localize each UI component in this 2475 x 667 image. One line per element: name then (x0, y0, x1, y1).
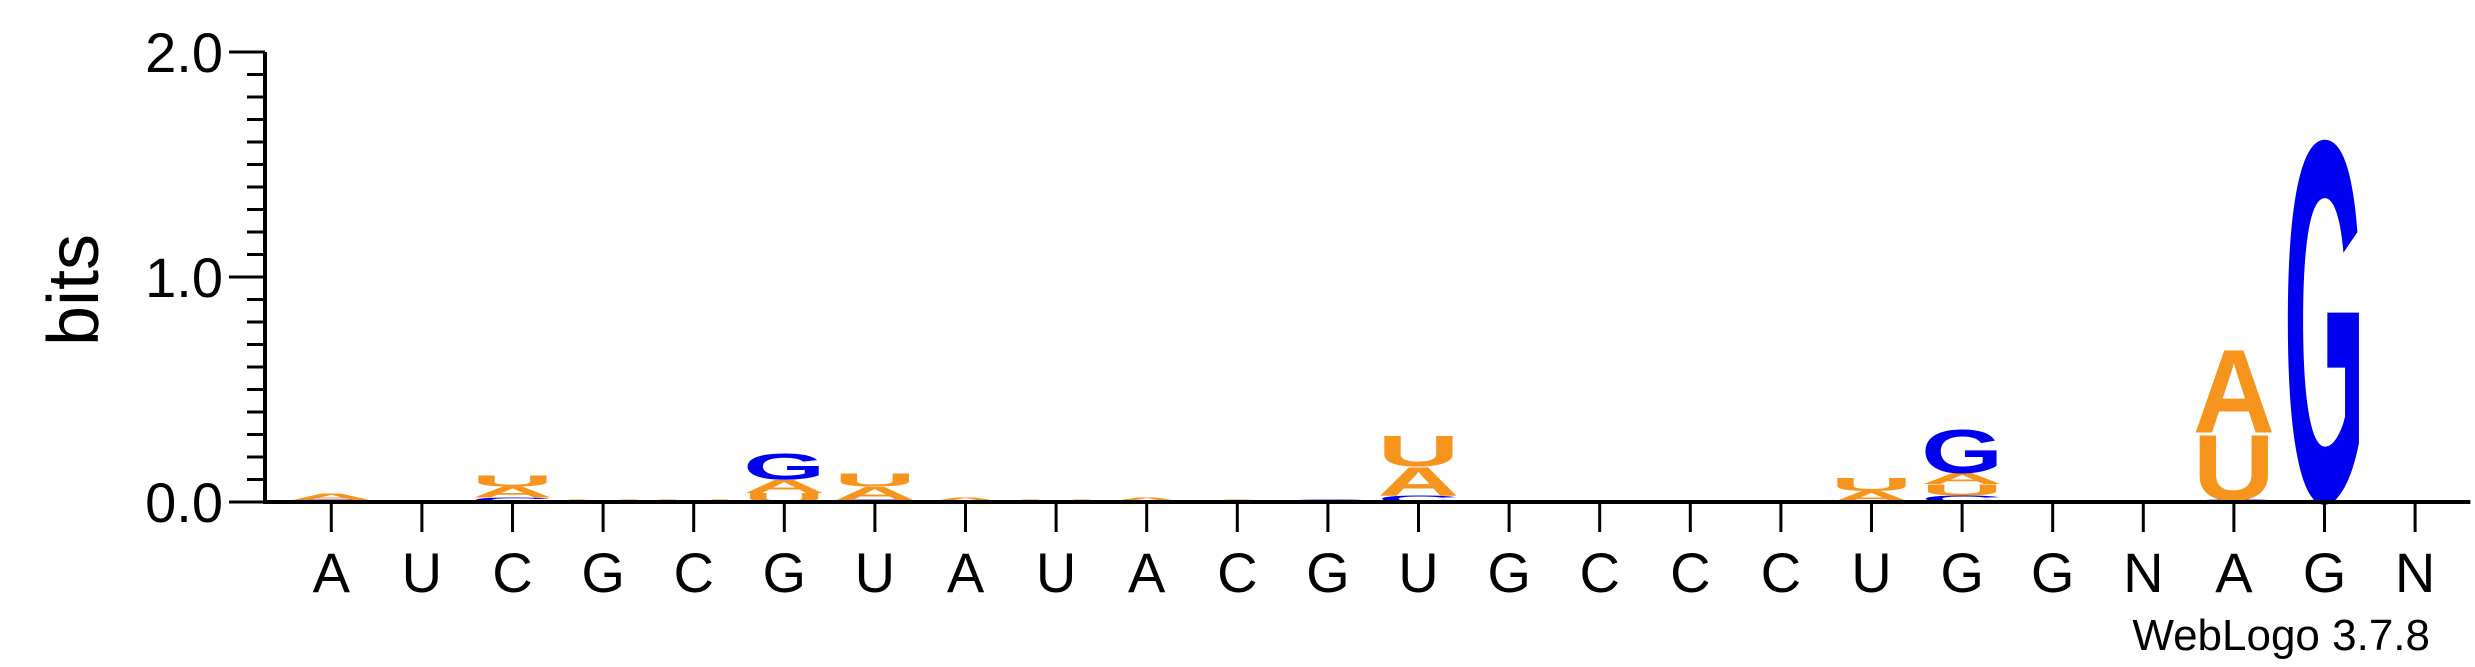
logo-letter-a: A (1106, 496, 1188, 503)
logo-letter-g: G (1921, 417, 2003, 486)
logo-letter-u: U (1921, 481, 2003, 498)
logo-letter-a: A (1921, 470, 2003, 487)
weblogo-credit: WebLogo 3.7.8 (2132, 611, 2430, 660)
logo-letter-u: U (1378, 427, 1460, 476)
x-tick-label: C (1670, 541, 1710, 604)
x-tick-label: G (1306, 541, 1350, 604)
x-tick-label: N (2123, 541, 2163, 604)
logo-letter-a: A (834, 483, 916, 504)
logo-letter-c: C (1378, 494, 1460, 504)
logo-letter-g: G (743, 445, 825, 487)
logo-letter-u: U (1831, 474, 1913, 495)
x-tick-label: A (313, 541, 351, 604)
x-tick-label: G (763, 541, 807, 604)
x-tick-label: C (1761, 541, 1801, 604)
x-tick-label: C (492, 541, 532, 604)
logo-letter-a: A (925, 496, 1007, 503)
logo-letter-a: A (743, 476, 825, 497)
x-tick-label: G (1487, 541, 1531, 604)
x-tick-label: G (2031, 541, 2075, 604)
logo-letter-u: U (834, 469, 916, 490)
y-tick-label: 0.0 (145, 471, 223, 534)
x-tick-label: U (855, 541, 895, 604)
logo-letter-a: A (290, 491, 372, 501)
logo-letter-a: A (1378, 459, 1460, 504)
x-tick-label: A (1128, 541, 1166, 604)
x-tick-label: U (1851, 541, 1891, 604)
x-tick-label: N (2395, 541, 2435, 604)
logo-letter-c: C (472, 496, 554, 503)
y-axis-label: bits (34, 234, 114, 346)
y-tick-label: 1.0 (145, 246, 223, 309)
x-tick-label: G (581, 541, 625, 604)
x-tick-label: G (1940, 541, 1984, 604)
x-tick-label: U (402, 541, 442, 604)
x-tick-label: U (1036, 541, 1076, 604)
y-tick-label: 2.0 (145, 21, 223, 84)
y-axis-ticks: 0.0 1.0 2.0 (145, 21, 265, 534)
x-tick-label: C (1217, 541, 1257, 604)
logo-letter-a: A (472, 484, 554, 501)
x-tick-label: U (1398, 541, 1438, 604)
x-tick-label: G (2303, 541, 2347, 604)
logo-letter-u: U (472, 472, 554, 489)
logo-letter-c: C (1921, 494, 2003, 504)
x-tick-label: C (1579, 541, 1619, 604)
logo-letter-a: A (2193, 325, 2275, 458)
x-tick-label: C (673, 541, 713, 604)
x-tick-label: A (947, 541, 985, 604)
logo-stacks: CACAUUUUAGCAUAUAACCAUAUCUAGCUAAG (290, 33, 2365, 609)
x-tick-label: A (2215, 541, 2253, 604)
